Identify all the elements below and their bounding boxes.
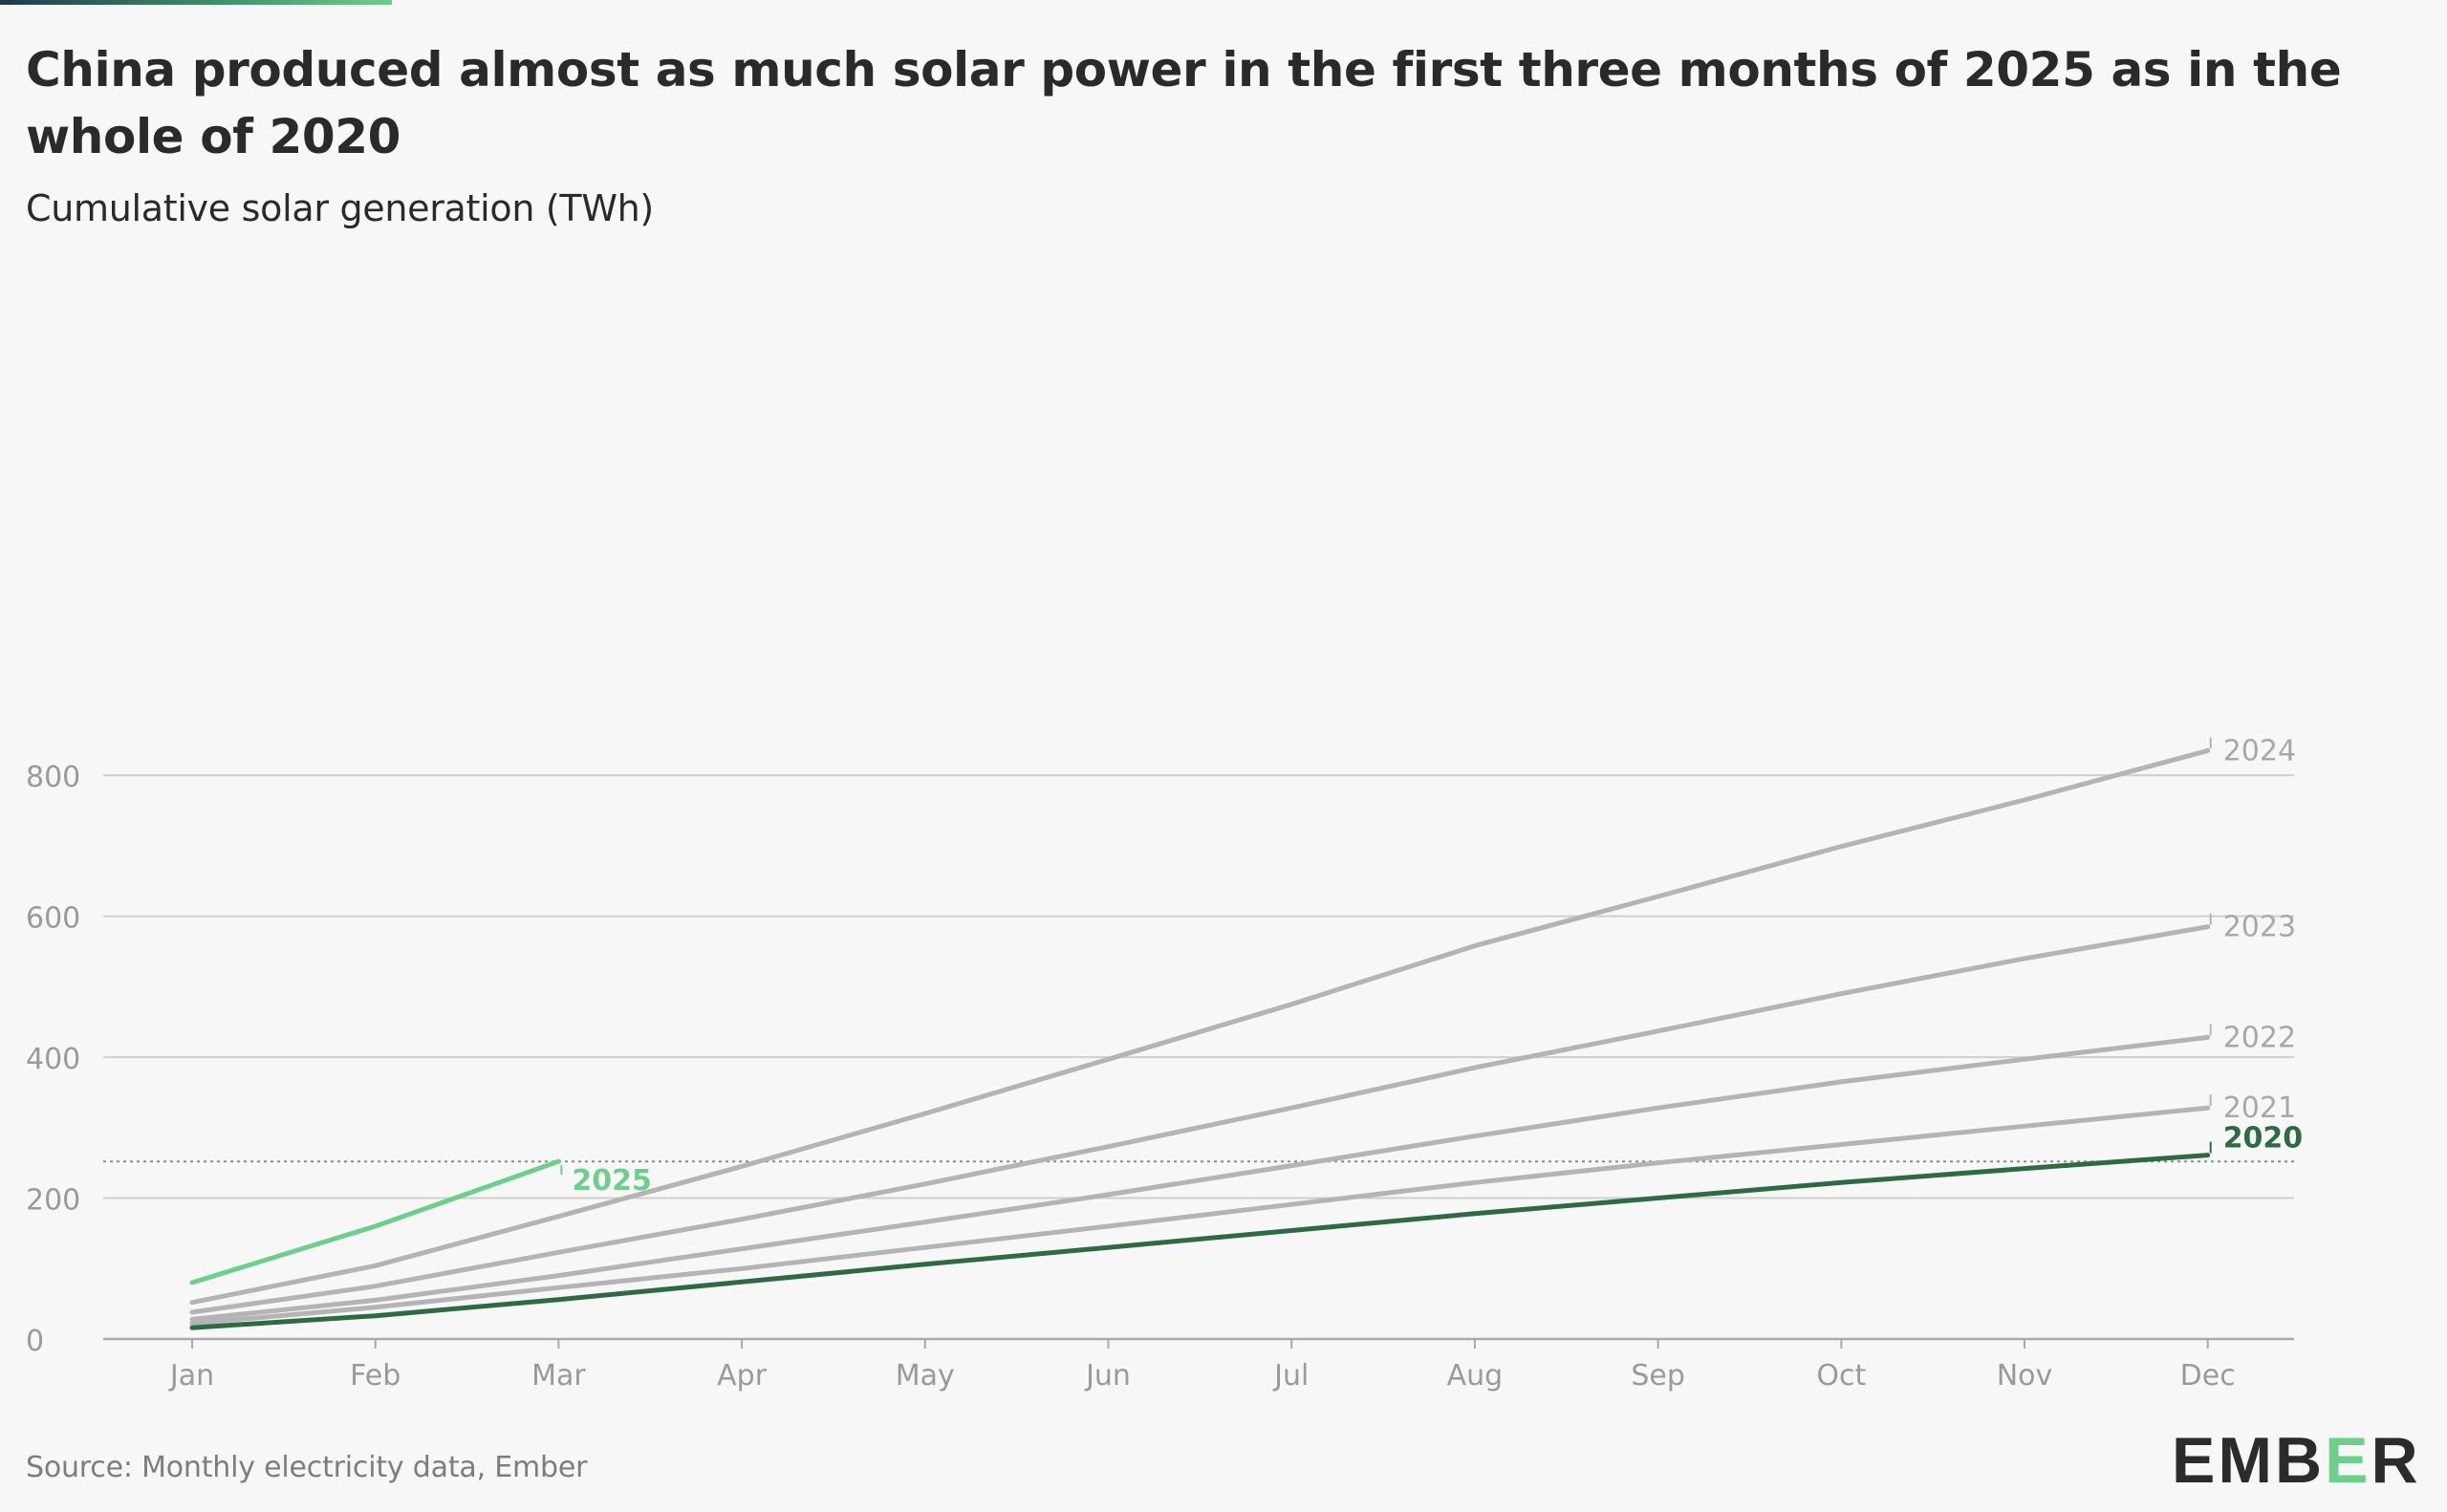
series-label-2022: 2022 [2223, 1021, 2296, 1054]
x-tick-label: Feb [350, 1359, 401, 1393]
y-tick-label: 800 [26, 761, 80, 794]
ember-logo: EMBER [2172, 1422, 2421, 1499]
series-line-2020 [189, 1153, 2211, 1330]
x-tick-label: May [896, 1359, 955, 1393]
logo-part-middle: E [2325, 1424, 2371, 1497]
series-line-2023 [189, 924, 2211, 1315]
logo-part-left: EMB [2172, 1424, 2326, 1497]
x-tick-label: Jul [1272, 1359, 1309, 1393]
x-tick-label: Aug [1447, 1359, 1504, 1393]
x-tick-label: Apr [717, 1359, 768, 1393]
series-label-2025: 2025 [572, 1164, 652, 1198]
y-tick-label: 0 [26, 1325, 44, 1358]
series-label-2021: 2021 [2223, 1091, 2296, 1125]
x-tick-label: Dec [2180, 1359, 2236, 1393]
series-label-2023: 2023 [2223, 911, 2296, 944]
source-note: Source: Monthly electricity data, Ember [26, 1451, 588, 1484]
series-line-2021 [189, 1105, 2211, 1327]
x-tick-label: Nov [1997, 1359, 2053, 1393]
series-line-2022 [189, 1034, 2211, 1322]
series-line-2025 [189, 1158, 561, 1285]
y-tick-label: 400 [26, 1043, 80, 1076]
logo-part-right: R [2371, 1424, 2421, 1497]
x-tick-label: Jun [1084, 1359, 1131, 1393]
y-tick-label: 200 [26, 1184, 80, 1218]
x-tick-label: Jan [168, 1359, 214, 1393]
top-accent-bar [0, 0, 392, 5]
series-label-2024: 2024 [2223, 734, 2296, 767]
chart-title: China produced almost as much solar powe… [26, 42, 2342, 164]
chart-subtitle: Cumulative solar generation (TWh) [26, 187, 654, 229]
y-tick-label: 600 [26, 902, 80, 936]
x-tick-label: Oct [1816, 1359, 1866, 1393]
x-tick-label: Sep [1631, 1359, 1685, 1393]
series-line-2024 [189, 747, 2211, 1306]
x-tick-label: Mar [531, 1359, 586, 1393]
series-label-2020: 2020 [2223, 1122, 2304, 1156]
